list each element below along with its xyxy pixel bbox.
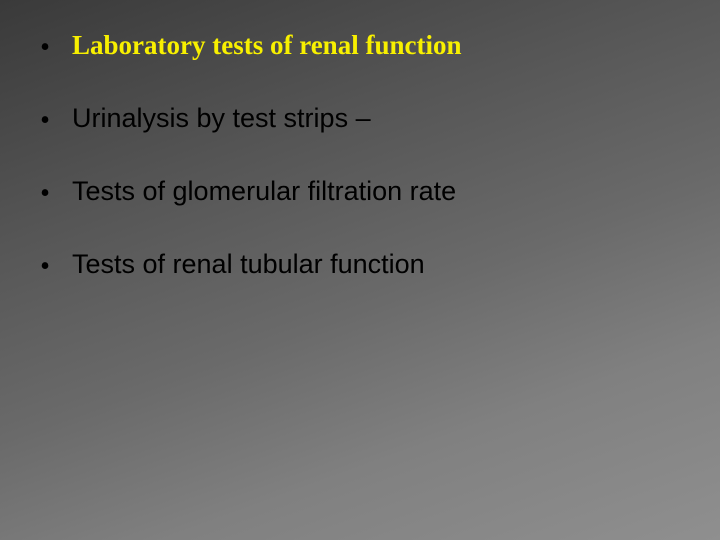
bullet-item: • Urinalysis by test strips – [40, 101, 680, 136]
bullet-item: • Tests of renal tubular function [40, 247, 680, 282]
bullet-marker: • [40, 180, 50, 208]
slide-container: • Laboratory tests of renal function • U… [0, 0, 720, 540]
bullet-marker: • [40, 253, 50, 281]
bullet-marker: • [40, 34, 50, 62]
bullet-item: • Tests of glomerular filtration rate [40, 174, 680, 209]
bullet-text: Urinalysis by test strips – [72, 101, 371, 136]
bullet-item: • Laboratory tests of renal function [40, 28, 680, 63]
bullet-text: Tests of glomerular filtration rate [72, 174, 456, 209]
bullet-title: Laboratory tests of renal function [72, 28, 461, 63]
bullet-text: Tests of renal tubular function [72, 247, 425, 282]
bullet-marker: • [40, 107, 50, 135]
